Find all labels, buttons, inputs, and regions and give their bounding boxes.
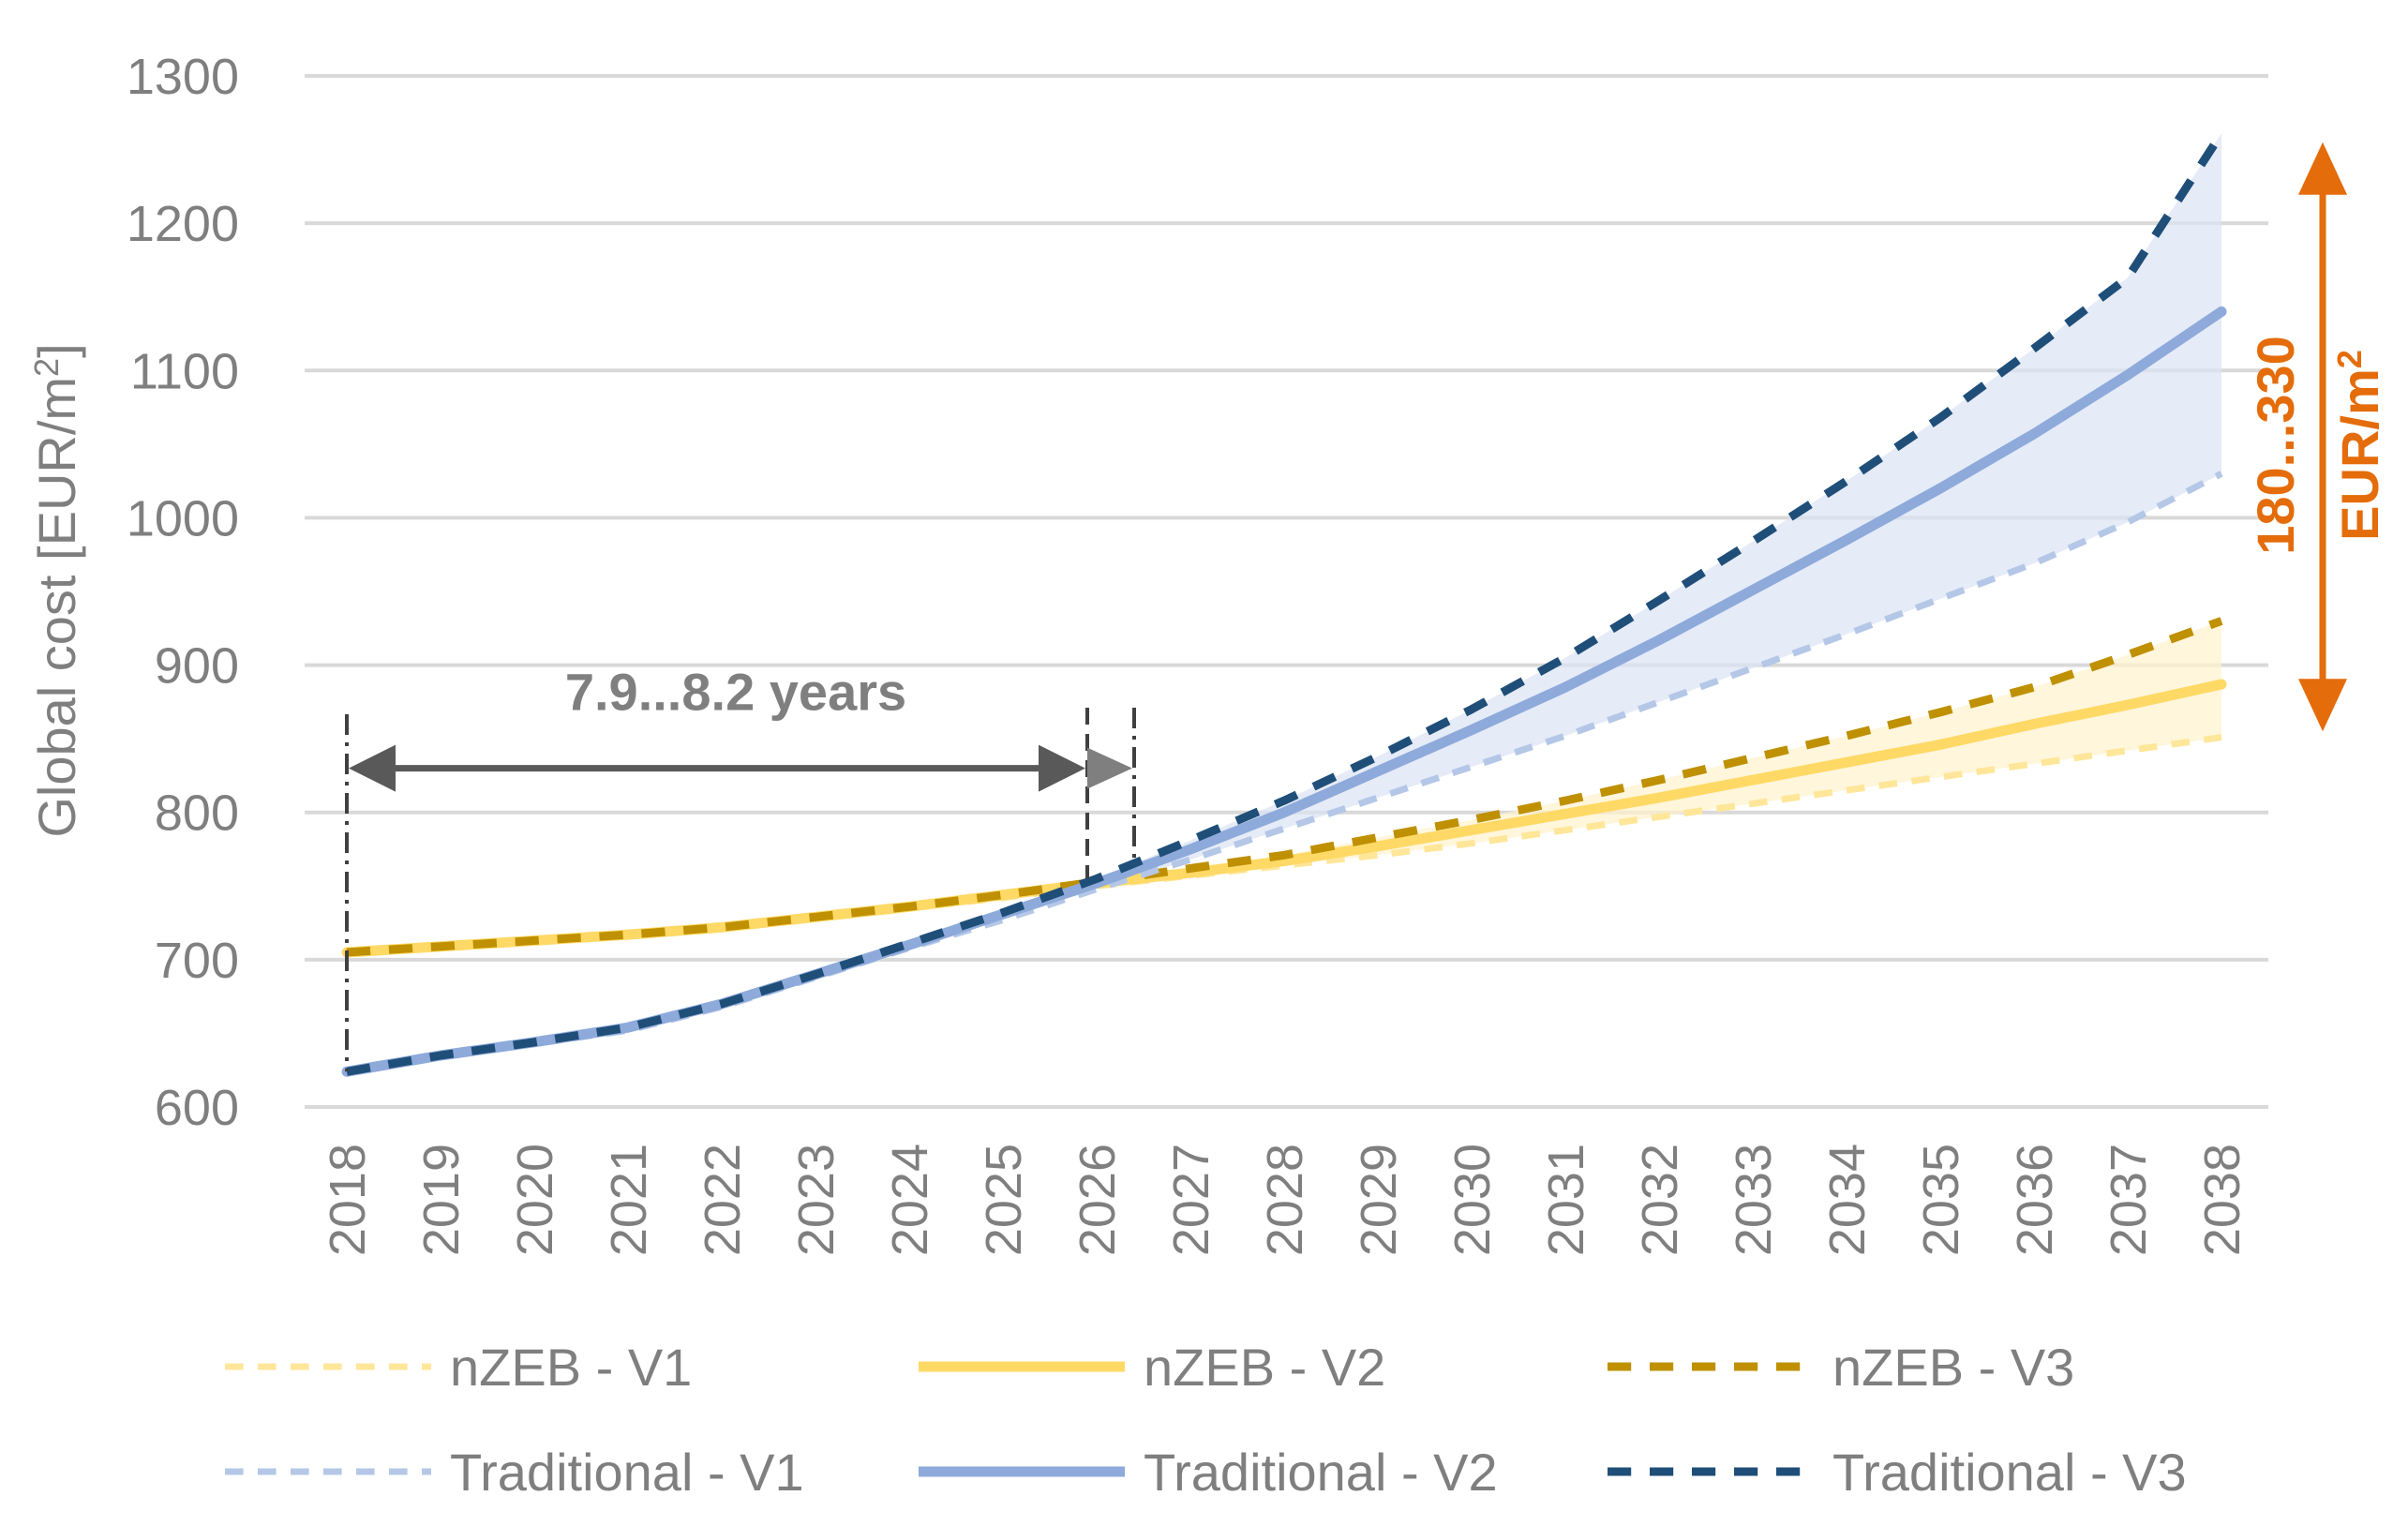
y-tick-label: 700	[155, 933, 239, 989]
cost-difference-annotation	[2298, 142, 2347, 732]
series-line	[346, 130, 2225, 1076]
series-lines	[341, 130, 2227, 1077]
x-tick-label: 2035	[1913, 1144, 1969, 1256]
difference-arrow-top-head	[2298, 142, 2347, 195]
y-tick-label: 1300	[127, 49, 239, 105]
x-tick-label: 2029	[1351, 1144, 1407, 1256]
y-tick-label: 600	[155, 1080, 239, 1136]
cost-difference-value: 180...330	[2246, 336, 2305, 555]
x-tick-label: 2030	[1444, 1144, 1501, 1256]
x-tick-label: 2027	[1163, 1144, 1219, 1256]
y-axis-label: Global cost [EUR/m2]	[27, 343, 86, 837]
x-axis-ticks: 2018 2019 2020 2021 2022 2023 2024 2025 2026 2027…	[320, 1144, 2251, 1256]
y-tick-label: 900	[155, 638, 239, 695]
x-tick-label: 2019	[413, 1144, 470, 1256]
payback-arrow-left-head	[349, 744, 396, 792]
x-tick-label: 2026	[1069, 1144, 1126, 1256]
range-band	[347, 133, 2221, 1072]
x-tick-label: 2022	[695, 1144, 751, 1256]
x-tick-label: 2021	[601, 1144, 657, 1256]
y-axis-ticks: 600 700 800 900 1000 1100 1200 1300	[127, 49, 239, 1136]
x-tick-label: 2024	[882, 1144, 938, 1256]
x-tick-label: 2023	[788, 1144, 845, 1256]
y-tick-label: 800	[155, 785, 239, 842]
legend-label: Traditional - V2	[1144, 1443, 1498, 1502]
x-tick-label: 2031	[1538, 1144, 1594, 1256]
y-tick-label: 1100	[130, 343, 239, 399]
legend-label: nZEB - V3	[1832, 1338, 2074, 1397]
range-band	[347, 621, 2221, 952]
legend-label: nZEB - V2	[1144, 1338, 1385, 1397]
payback-label: 7.9...8.2 years	[565, 663, 906, 722]
x-tick-label: 2034	[1819, 1144, 1876, 1256]
payback-annotation	[345, 708, 1136, 1072]
x-tick-label: 2036	[2007, 1144, 2063, 1256]
difference-arrow-bottom-head	[2298, 679, 2347, 732]
x-tick-label: 2018	[320, 1144, 376, 1256]
x-tick-label: 2032	[1632, 1144, 1688, 1256]
x-tick-label: 2020	[507, 1144, 563, 1256]
legend-label: nZEB - V1	[450, 1338, 692, 1397]
legend-label: Traditional - V3	[1832, 1443, 2187, 1502]
x-tick-label: 2025	[976, 1144, 1032, 1256]
x-tick-label: 2038	[2194, 1144, 2251, 1256]
range-bands	[347, 133, 2221, 1072]
x-tick-label: 2037	[2101, 1144, 2157, 1256]
payback-arrow-right-head	[1039, 744, 1085, 792]
gridlines	[305, 74, 2268, 1109]
x-tick-label: 2028	[1257, 1144, 1313, 1256]
y-tick-label: 1000	[127, 490, 239, 546]
legend: nZEB - V1 nZEB - V2 nZEB - V3 Traditional -…	[225, 1338, 2187, 1502]
legend-label: Traditional - V1	[450, 1443, 804, 1502]
cost-difference-unit: EUR/m2	[2330, 350, 2389, 541]
y-tick-label: 1200	[127, 196, 239, 252]
payback-range-head	[1087, 747, 1132, 789]
series-line	[346, 617, 2223, 957]
x-tick-label: 2033	[1726, 1144, 1782, 1256]
